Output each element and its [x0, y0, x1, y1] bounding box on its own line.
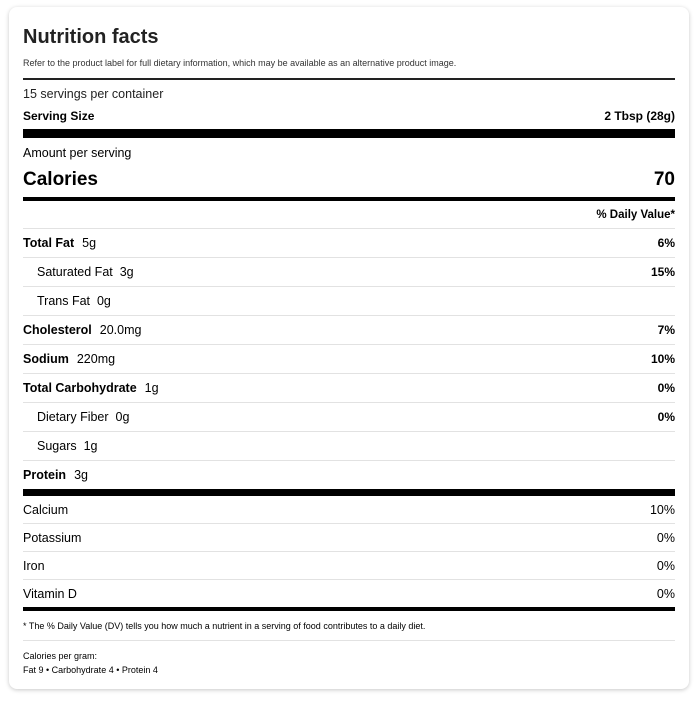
medium-divider [23, 197, 675, 201]
vitamin-row-vitamin-d: Vitamin D 0% [23, 580, 675, 607]
calories-per-gram-values: Fat 9 • Carbohydrate 4 • Protein 4 [23, 665, 158, 675]
footnote: * The % Daily Value (DV) tells you how m… [23, 611, 675, 641]
vitamin-dv: 0% [656, 530, 675, 545]
thick-divider [23, 129, 675, 138]
nutrient-row-saturated-fat: Saturated Fat 3g 15% [23, 258, 675, 287]
serving-size-label: Serving Size [23, 109, 95, 123]
calories-label: Calories [23, 169, 98, 190]
nutrient-amount: 3g [119, 265, 134, 279]
vitamin-row-calcium: Calcium 10% [23, 496, 675, 524]
nutrient-row-protein: Protein 3g [23, 461, 675, 489]
calories-row: Calories 70 [23, 165, 675, 195]
nutrient-amount: 1g [83, 439, 98, 453]
vitamin-list: Calcium 10% Potassium 0% Iron 0% Vitamin D 0… [23, 496, 675, 607]
nutrient-name: Total Fat [23, 236, 75, 250]
vitamin-name: Vitamin D [23, 586, 77, 601]
nutrient-amount: 220mg [76, 352, 116, 366]
subtitle: Refer to the product label for full diet… [23, 58, 457, 68]
daily-value-header: % Daily Value* [23, 201, 675, 229]
servings-text: 15 servings per container [23, 87, 164, 101]
nutrient-row-total-carbohydrate: Total Carbohydrate 1g 0% [23, 374, 675, 403]
nutrient-name: Cholesterol [23, 323, 92, 337]
calories-value: 70 [653, 169, 675, 190]
vitamin-dv: 0% [656, 586, 675, 601]
nutrient-name: Sugars [37, 439, 77, 453]
serving-size-value: 2 Tbsp (28g) [604, 109, 675, 123]
vitamin-dv: 10% [649, 502, 675, 517]
nutrient-amount: 1g [144, 381, 159, 395]
daily-value-label: % Daily Value* [596, 208, 675, 221]
amount-per-serving: Amount per serving [23, 141, 675, 165]
nutrient-name: Saturated Fat [37, 265, 113, 279]
nutrient-name: Protein [23, 468, 67, 482]
nutrient-dv: 0% [657, 410, 675, 424]
nutrition-facts-card: Nutrition facts Refer to the product lab… [9, 7, 689, 689]
nutrient-name: Sodium [23, 352, 69, 366]
amount-label: Amount per serving [23, 146, 132, 160]
calories-per-gram: Calories per gram: Fat 9 • Carbohydrate … [23, 649, 675, 677]
thick-divider [23, 489, 675, 496]
nutrient-row-cholesterol: Cholesterol 20.0mg 7% [23, 316, 675, 345]
nutrient-dv: 0% [657, 381, 675, 395]
nutrient-amount: 0g [115, 410, 130, 424]
vitamin-name: Potassium [23, 530, 82, 545]
nutrient-amount: 0g [96, 294, 111, 308]
medium-divider [23, 607, 675, 611]
vitamin-dv: 0% [656, 558, 675, 573]
nutrient-amount: 3g [74, 468, 88, 482]
nutrient-row-total-fat: Total Fat 5g 6% [23, 229, 675, 258]
nutrient-dv: 15% [650, 265, 675, 279]
vitamin-row-iron: Iron 0% [23, 552, 675, 580]
serving-size-row: Serving Size 2 Tbsp (28g) [23, 105, 675, 127]
nutrient-amount: 20.0mg [99, 323, 142, 337]
footnote-text: * The % Daily Value (DV) tells you how m… [23, 620, 426, 631]
nutrient-name: Total Carbohydrate [23, 381, 137, 395]
nutrient-name: Dietary Fiber [37, 410, 109, 424]
nutrient-name: Trans Fat [37, 294, 91, 308]
nutrient-row-sodium: Sodium 220mg 10% [23, 345, 675, 374]
servings-per-container: 15 servings per container [23, 83, 675, 105]
nutrient-amount: 5g [82, 236, 97, 250]
nutrient-dv: 6% [657, 236, 675, 250]
vitamin-name: Calcium [23, 502, 69, 517]
calories-per-gram-label: Calories per gram: [23, 651, 98, 661]
nutrient-row-sugars: Sugars 1g [23, 432, 675, 461]
nutrient-dv: 10% [650, 352, 675, 366]
vitamin-row-potassium: Potassium 0% [23, 524, 675, 552]
nutrient-dv: 7% [657, 323, 675, 337]
divider [23, 78, 675, 80]
nutrient-row-trans-fat: Trans Fat 0g [23, 287, 675, 316]
page-title: Nutrition facts [23, 26, 159, 48]
nutrient-list: Total Fat 5g 6% Saturated Fat 3g 15% Trans … [23, 229, 675, 489]
nutrient-row-dietary-fiber: Dietary Fiber 0g 0% [23, 403, 675, 432]
vitamin-name: Iron [23, 558, 45, 573]
